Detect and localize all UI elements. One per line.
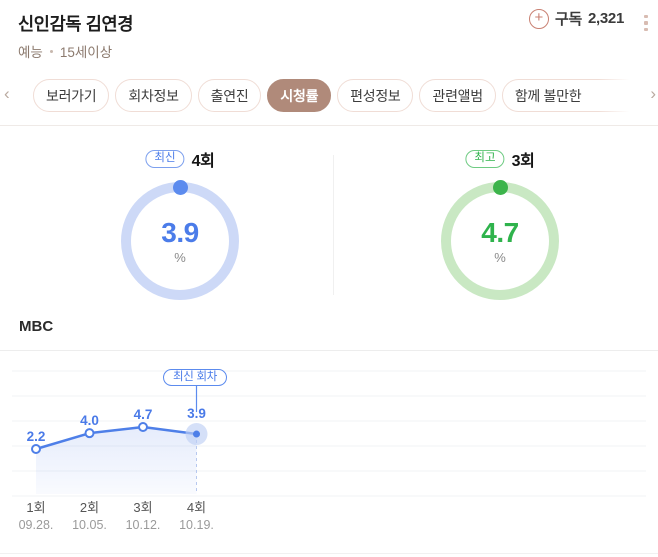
best-rating-header: 최고 3회 (465, 147, 535, 171)
latest-episode-label: 4회 (191, 153, 215, 170)
latest-rating-donut: 3.9 % (121, 180, 239, 300)
more-menu-icon[interactable] (638, 10, 654, 36)
tab-7[interactable]: 함께 볼만한 (501, 79, 640, 112)
best-badge: 최고 (465, 149, 505, 169)
page-bottom-divider (0, 553, 658, 554)
donut-marker-dot (492, 180, 508, 195)
tab-5[interactable]: 편성정보 (337, 79, 414, 112)
tab-1[interactable]: 보러가기 (33, 79, 110, 112)
latest-badge: 최신 (145, 149, 185, 169)
best-rating-donut: 4.7 % (441, 180, 559, 300)
best-episode-label: 3회 (511, 153, 535, 170)
plus-icon: + (528, 8, 549, 29)
svg-text:3회: 3회 (133, 500, 152, 515)
subscribe-label: 구독 (554, 11, 582, 28)
svg-text:4.0: 4.0 (80, 413, 99, 428)
svg-text:3.9: 3.9 (187, 406, 206, 421)
subscribe-button[interactable]: + 구독 2,321 (528, 8, 624, 29)
dot-separator (49, 49, 53, 53)
svg-text:10.05.: 10.05. (72, 518, 107, 532)
chart-section-border (0, 350, 658, 351)
latest-episode-tooltip: 최신 회차 (163, 369, 228, 386)
svg-text:10.12.: 10.12. (126, 518, 161, 532)
svg-text:10.19.: 10.19. (179, 518, 214, 532)
svg-text:4.7: 4.7 (134, 407, 153, 422)
svg-text:2.2: 2.2 (27, 429, 46, 444)
age-rating-label: 15세이상 (59, 45, 113, 60)
subscribe-count: 2,321 (587, 10, 624, 27)
program-meta: 예능 15세이상 (18, 41, 112, 61)
donut-marker-dot (172, 180, 188, 195)
tab-3[interactable]: 출연진 (197, 79, 262, 112)
tab-strip: 보러가기 회차정보 출연진 시청률 편성정보 관련앨범 함께 볼만한 (33, 79, 640, 115)
svg-text:2회: 2회 (80, 500, 99, 515)
tabs-scroll-right-icon[interactable]: › (650, 84, 656, 103)
tab-4[interactable]: 시청률 (267, 79, 332, 112)
tabs-scroll-left-icon[interactable]: ‹ (4, 84, 10, 103)
percent-unit: % (494, 250, 506, 265)
summary-divider (333, 155, 334, 295)
genre-label: 예능 (18, 45, 43, 60)
tab-6[interactable]: 관련앨범 (419, 79, 496, 112)
tabbar-divider (0, 125, 658, 126)
svg-text:4회: 4회 (187, 500, 206, 515)
tab-2[interactable]: 회차정보 (115, 79, 192, 112)
latest-rating-header: 최신 4회 (145, 147, 215, 171)
best-rating-value: 4.7 (481, 217, 519, 248)
tab-bar: ‹ 보러가기 회차정보 출연진 시청률 편성정보 관련앨범 함께 볼만한 › (0, 78, 658, 116)
svg-text:09.28.: 09.28. (19, 518, 54, 532)
svg-text:1회: 1회 (26, 500, 45, 515)
percent-unit: % (174, 250, 186, 265)
latest-rating-value: 3.9 (161, 217, 199, 248)
channel-label: MBC (19, 318, 54, 335)
page-title: 신인감독 김연경 (18, 14, 134, 34)
